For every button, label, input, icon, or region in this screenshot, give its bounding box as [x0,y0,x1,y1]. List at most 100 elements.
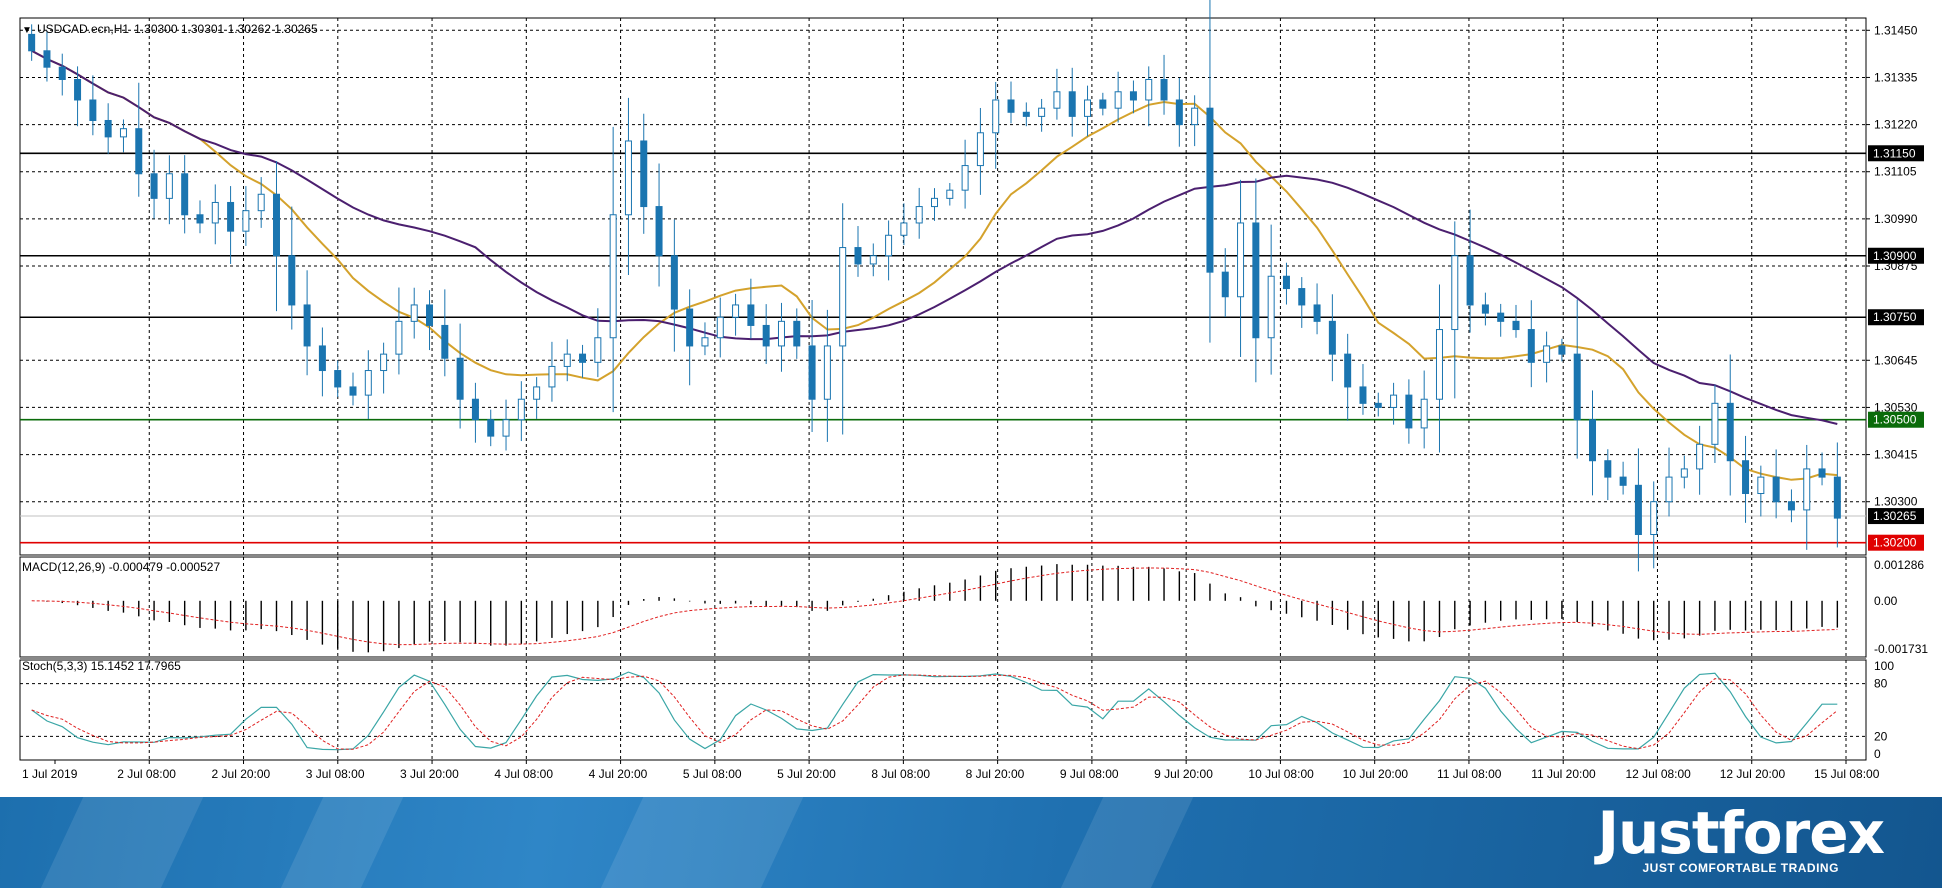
candle[interactable] [1481,292,1489,326]
candle[interactable] [701,322,709,356]
candle[interactable] [150,149,158,219]
candle[interactable] [502,399,510,451]
candle[interactable] [946,182,954,206]
candle[interactable] [823,309,831,442]
candle[interactable] [1558,338,1566,362]
candle[interactable] [976,107,984,195]
candle[interactable] [1007,81,1015,124]
candle[interactable] [640,113,648,234]
candle[interactable] [135,82,143,197]
candle[interactable] [1833,442,1841,548]
candle[interactable] [1237,179,1245,358]
candle[interactable] [885,220,893,281]
candle[interactable] [1206,0,1214,343]
candle[interactable] [655,163,663,287]
candle[interactable] [272,161,280,312]
candle[interactable] [1742,435,1750,523]
candle[interactable] [1390,382,1398,425]
candle[interactable] [793,308,801,359]
candle[interactable] [395,287,403,375]
candle[interactable] [961,139,969,209]
candle[interactable] [196,200,204,234]
candle[interactable] [1221,248,1229,318]
candle[interactable] [257,177,265,228]
candle[interactable] [227,186,235,264]
candle[interactable] [624,97,632,276]
candle[interactable] [288,206,296,330]
candle[interactable] [303,270,311,376]
candle[interactable] [1114,71,1122,123]
candle[interactable] [318,327,326,397]
candle[interactable] [747,278,755,339]
menu-triangle-icon[interactable]: ▼ [22,25,32,36]
candle[interactable] [1619,461,1627,495]
candle[interactable] [533,377,541,419]
candle[interactable] [74,66,82,127]
candle[interactable] [563,339,571,382]
candle[interactable] [1298,277,1306,328]
candle[interactable] [992,81,1000,169]
candle[interactable] [1451,221,1459,399]
candle[interactable] [869,243,877,277]
candle[interactable] [1726,354,1734,496]
candle[interactable] [181,155,189,234]
horizontal-levels[interactable]: 1.31150 1.30900 1.30750 1.30500 1.30265 1.302… [20,145,1924,551]
candle[interactable] [839,203,847,435]
candle[interactable] [1803,444,1811,550]
candle[interactable] [410,287,418,339]
candle[interactable] [1680,455,1688,489]
candle[interactable] [732,293,740,336]
candle[interactable] [1175,77,1183,147]
candle[interactable] [1053,68,1061,120]
candle[interactable] [808,300,816,433]
candle[interactable] [1711,384,1719,463]
candle[interactable] [1665,447,1673,517]
candle[interactable] [1313,283,1321,335]
candle[interactable] [364,350,372,420]
candle[interactable] [1757,465,1765,517]
candle[interactable] [1604,449,1612,501]
candle[interactable] [242,186,250,246]
candle[interactable] [165,155,173,225]
candle[interactable] [1252,178,1260,383]
candle[interactable] [1696,425,1704,495]
candle[interactable] [1084,85,1092,137]
candle[interactable] [1328,294,1336,382]
candle[interactable] [517,381,525,442]
candle[interactable] [426,290,434,351]
candle[interactable] [1543,331,1551,383]
candle[interactable] [1772,449,1780,519]
candle[interactable] [1359,363,1367,415]
candle[interactable] [1527,300,1535,388]
candle[interactable] [670,219,678,352]
candle[interactable] [1129,80,1137,114]
candle[interactable] [1038,98,1046,132]
candlestick-series[interactable] [28,0,1841,572]
candle[interactable] [43,30,51,82]
candle[interactable] [119,119,127,153]
candle[interactable] [762,304,770,364]
candle[interactable] [854,226,862,277]
candle[interactable] [471,382,479,443]
candle[interactable] [349,372,357,406]
candle[interactable] [1818,452,1826,486]
candle[interactable] [487,409,495,447]
candle[interactable] [1420,370,1428,449]
candle[interactable] [1099,92,1107,116]
candle[interactable] [716,297,724,358]
candle[interactable] [900,203,908,246]
candle[interactable] [1344,333,1352,421]
candle[interactable] [58,53,66,96]
candle[interactable] [594,308,602,378]
candle[interactable] [1634,448,1642,572]
candle[interactable] [334,360,342,397]
candle[interactable] [1512,304,1520,338]
candle[interactable] [1160,54,1168,115]
candle[interactable] [1145,66,1153,127]
candle[interactable] [1282,262,1290,305]
candle[interactable] [1589,390,1597,496]
candle[interactable] [915,187,923,239]
candle[interactable] [1435,284,1443,453]
candle[interactable] [380,342,388,394]
candle[interactable] [1191,95,1199,147]
